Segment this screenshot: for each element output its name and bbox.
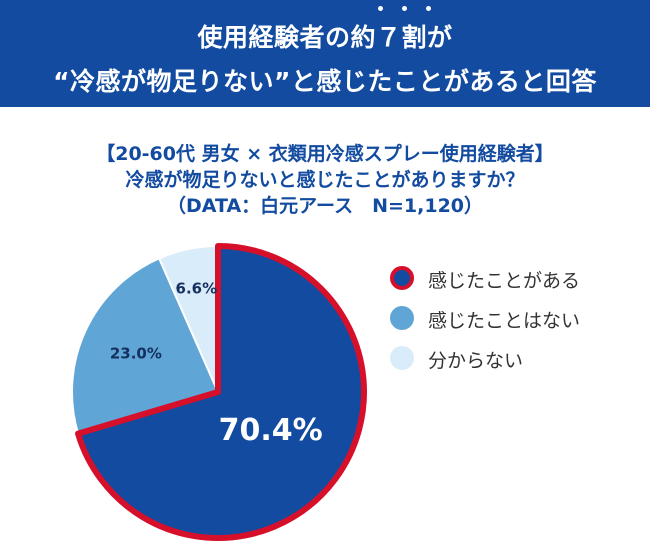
data-source: （DATA：白元アース N=1,120） <box>166 195 484 217</box>
survey-question: 冷感が物足りないと感じたことがありますか？ <box>125 169 525 191</box>
survey-target: 【20-60代 男女 × 衣類用冷感スプレー使用経験者】 <box>96 143 554 165</box>
legend-label: 感じたことはない <box>428 310 581 332</box>
emphasis-dots <box>378 6 438 14</box>
legend-swatch <box>390 346 414 370</box>
banner-title-line2: “冷感が物足りない”と感じたことがあると回答 <box>53 67 597 96</box>
legend-swatch <box>390 306 414 330</box>
legend-swatch <box>390 266 414 290</box>
pie-slice-1 <box>75 243 367 541</box>
banner-title-line1: 使用経験者の約７割が <box>197 23 453 52</box>
slice-label-2: 23.0% <box>110 344 162 362</box>
pie-slice-2 <box>71 257 220 435</box>
slice-label-3: 6.6% <box>176 280 218 298</box>
legend-label: 感じたことがある <box>428 270 581 292</box>
slice-label-1: 70.4% <box>219 413 323 448</box>
title-banner: 使用経験者の約７割が “冷感が物足りない”と感じたことがあると回答 <box>0 0 650 107</box>
legend-label: 分からない <box>428 350 524 372</box>
